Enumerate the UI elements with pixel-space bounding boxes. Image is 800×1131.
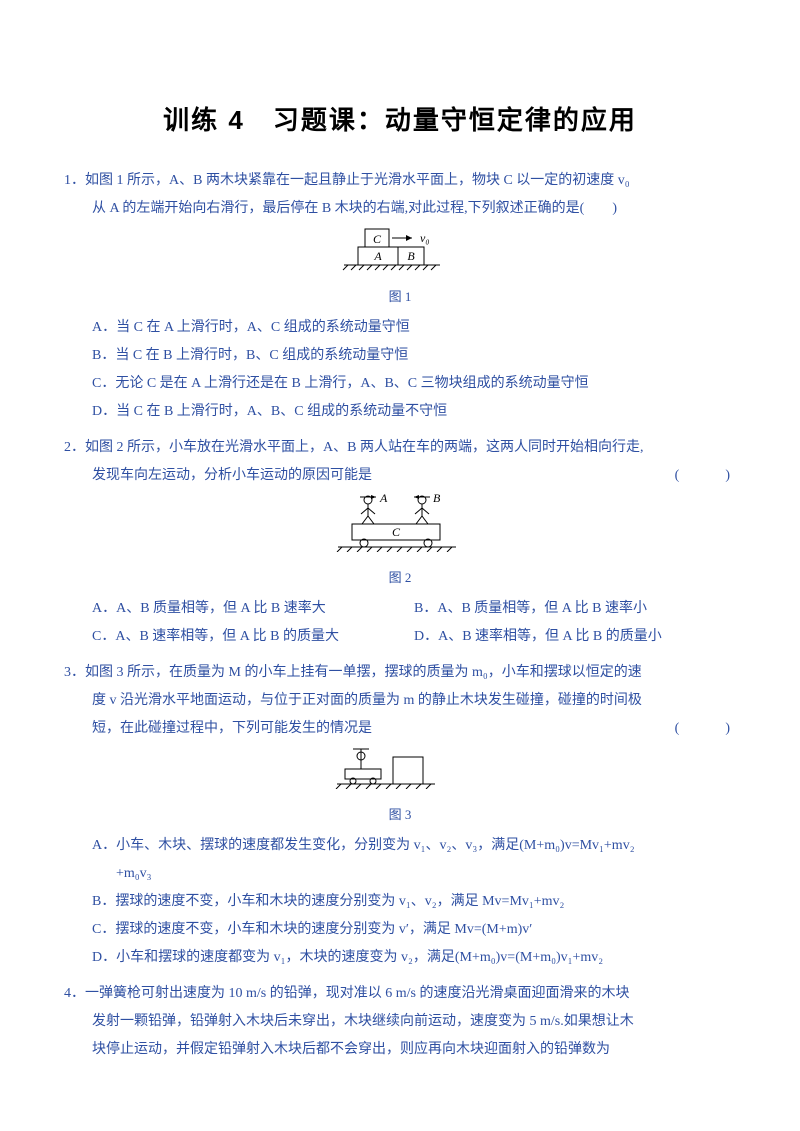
q1-line1: 如图 1 所示，A、B 两木块紧靠在一起且静止于光滑水平面上，物块 C 以一定的… <box>85 173 630 188</box>
q1-option-c: C．无论 C 是在 A 上滑行还是在 B 上滑行，A、B、C 三物块组成的系统动… <box>92 370 736 398</box>
figure-3 <box>64 747 736 800</box>
figure-2: A B C <box>64 494 736 563</box>
figure-1: C v₀ A B <box>64 227 736 282</box>
question-4: 4．一弹簧枪可射出速度为 10 m/s 的铅弹，现对准以 6 m/s 的速度沿光… <box>64 980 736 1064</box>
q4-num: 4． <box>64 986 85 1001</box>
q3-line3a: 短，在此碰撞过程中，下列可能发生的情况是 <box>92 721 372 736</box>
question-2: 2．如图 2 所示，小车放在光滑水平面上，A、B 两人站在车的两端，这两人同时开… <box>64 434 736 651</box>
q4-line2: 发射一颗铅弹，铅弹射入木块后未穿出，木块继续向前运动，速度变为 5 m/s.如果… <box>64 1008 736 1036</box>
svg-text:A: A <box>379 494 388 505</box>
q2-option-a: A．A、B 质量相等，但 A 比 B 速率大 <box>92 595 414 623</box>
question-3: 3．如图 3 所示，在质量为 M 的小车上挂有一单摆，摆球的质量为 m₀，小车和… <box>64 659 736 972</box>
q2-line1: 如图 2 所示，小车放在光滑水平面上，A、B 两人站在车的两端，这两人同时开始相… <box>85 440 643 455</box>
q1-line2: 从 A 的左端开始向右滑行，最后停在 B 木块的右端,对此过程,下列叙述正确的是… <box>64 195 736 223</box>
q2-num: 2． <box>64 440 85 455</box>
q1-option-a: A．当 C 在 A 上滑行时，A、C 组成的系统动量守恒 <box>92 314 736 342</box>
page-title: 训练 4 习题课：动量守恒定律的应用 <box>64 100 736 137</box>
q3-num: 3． <box>64 665 85 680</box>
q3-option-a: A．小车、木块、摆球的速度都发生变化，分别变为 v₁、v₂、v₃，满足(M+m₀… <box>92 832 736 860</box>
q1-option-d: D．当 C 在 B 上滑行时，A、B、C 组成的系统动量不守恒 <box>92 398 736 426</box>
q2-option-d: D．A、B 速率相等，但 A 比 B 的质量小 <box>414 623 736 651</box>
svg-text:B: B <box>433 494 441 505</box>
fig3-label: 图 3 <box>64 802 736 828</box>
svg-text:C: C <box>392 525 401 539</box>
q3-option-a2: +m₀v₃ <box>116 860 736 888</box>
q2-line2a: 发现车向左运动，分析小车运动的原因可能是 <box>92 468 372 483</box>
q3-option-c: C．摆球的速度不变，小车和木块的速度分别变为 v′，满足 Mv=(M+m)v′ <box>92 916 736 944</box>
fig1-label: 图 1 <box>64 284 736 310</box>
svg-text:v₀: v₀ <box>420 231 430 245</box>
q4-line3: 块停止运动，并假定铅弹射入木块后都不会穿出，则应再向木块迎面射入的铅弹数为 <box>64 1036 736 1064</box>
q2-option-b: B．A、B 质量相等，但 A 比 B 速率小 <box>414 595 736 623</box>
q3-paren: ( ) <box>675 715 736 743</box>
q1-num: 1． <box>64 173 85 188</box>
q2-paren: ( ) <box>675 462 736 490</box>
q4-line1: 一弹簧枪可射出速度为 10 m/s 的铅弹，现对准以 6 m/s 的速度沿光滑桌… <box>85 986 629 1001</box>
q3-option-b: B．摆球的速度不变，小车和木块的速度分别变为 v₁、v₂，满足 Mv=Mv₁+m… <box>92 888 736 916</box>
q3-option-d: D．小车和摆球的速度都变为 v₁，木块的速度变为 v₂，满足(M+m₀)v=(M… <box>92 944 736 972</box>
svg-text:A: A <box>373 249 382 263</box>
q2-option-c: C．A、B 速率相等，但 A 比 B 的质量大 <box>92 623 414 651</box>
svg-text:B: B <box>407 249 415 263</box>
svg-text:C: C <box>373 232 382 246</box>
q1-option-b: B．当 C 在 B 上滑行时，B、C 组成的系统动量守恒 <box>92 342 736 370</box>
q3-line1: 如图 3 所示，在质量为 M 的小车上挂有一单摆，摆球的质量为 m₀，小车和摆球… <box>85 665 642 680</box>
q3-line2: 度 v 沿光滑水平地面运动，与位于正对面的质量为 m 的静止木块发生碰撞，碰撞的… <box>64 687 736 715</box>
question-1: 1．如图 1 所示，A、B 两木块紧靠在一起且静止于光滑水平面上，物块 C 以一… <box>64 167 736 426</box>
fig2-label: 图 2 <box>64 565 736 591</box>
